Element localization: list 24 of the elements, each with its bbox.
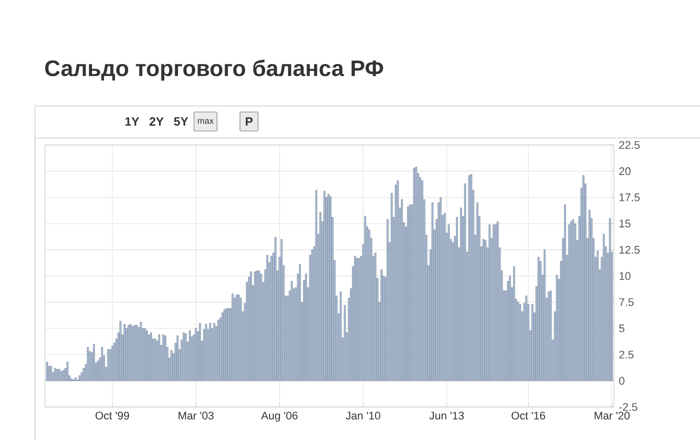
y-tick-label: 2.5 bbox=[619, 350, 634, 358]
x-tick-label: Oct '99 bbox=[96, 412, 130, 420]
y-tick-label: 12.5 bbox=[620, 246, 640, 254]
y-tick-label: 17.5 bbox=[620, 194, 640, 202]
y-tick-label: 5 bbox=[619, 324, 624, 332]
x-tick-label: Mar '20 bbox=[594, 412, 630, 420]
chart-title: Сальдо торгового баланса РФ bbox=[45, 60, 384, 81]
y-tick-label: -2.5 bbox=[619, 403, 638, 411]
text: max bbox=[198, 119, 214, 124]
text: 1Y bbox=[125, 117, 140, 126]
y-tick-label: 7.5 bbox=[619, 298, 634, 306]
y-tick-label: 22.5 bbox=[619, 141, 640, 149]
text: 2Y bbox=[150, 117, 164, 126]
x-tick-label: Jan '10 bbox=[346, 412, 380, 420]
y-tick-label: 15 bbox=[620, 220, 630, 228]
x-tick-label: Aug '06 bbox=[261, 412, 298, 422]
y-tick-label: 0 bbox=[619, 376, 624, 385]
x-tick-label: Mar '03 bbox=[178, 412, 214, 420]
x-tick-label: Oct '16 bbox=[512, 412, 546, 420]
text: 5Y bbox=[174, 117, 188, 126]
y-tick-label: 20 bbox=[619, 167, 631, 176]
text: P bbox=[246, 117, 253, 126]
y-tick-label: 10 bbox=[620, 272, 631, 280]
x-tick-label: Jun '13 bbox=[429, 412, 464, 420]
